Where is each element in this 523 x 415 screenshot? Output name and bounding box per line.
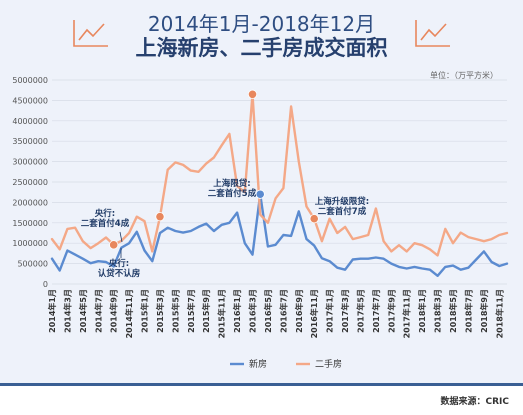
annotation-text: 二套首付7成 xyxy=(318,206,367,217)
x-tick-label: 2014年7月 xyxy=(93,289,103,333)
highlight-marker xyxy=(109,240,119,250)
x-tick-label: 2015年3月 xyxy=(155,289,165,333)
trend-icon-right xyxy=(415,20,450,47)
x-tick-label: 2015年1月 xyxy=(140,289,150,333)
x-tick-label: 2016年9月 xyxy=(294,289,304,333)
chart-title: 上海新房、二手房成交面积 xyxy=(135,36,388,60)
x-tick-label: 2016年11月 xyxy=(309,289,319,338)
x-tick-label: 2014年1月 xyxy=(47,289,57,333)
data-source: 数据来源：CRIC xyxy=(440,397,510,407)
x-tick-label: 2014年3月 xyxy=(62,289,72,333)
x-tick-label: 2015年9月 xyxy=(201,289,211,333)
y-tick-label: 3000000 xyxy=(12,158,48,167)
x-tick-label: 2017年1月 xyxy=(325,289,335,333)
y-tick-label: 2500000 xyxy=(12,178,48,187)
annotation-text: 央行: xyxy=(95,208,115,219)
annotation-text: 央行: xyxy=(109,258,129,269)
x-tick-label: 2015年11月 xyxy=(217,289,227,338)
x-tick-label: 2016年3月 xyxy=(248,289,258,333)
legend-label: 新房 xyxy=(249,358,267,370)
x-tick-label: 2017年11月 xyxy=(402,289,412,338)
x-tick-label: 2018年3月 xyxy=(433,289,443,333)
trend-icon-left xyxy=(73,20,108,47)
annotation-text: 上海限贷: xyxy=(213,178,250,189)
highlight-marker xyxy=(309,214,319,224)
y-tick-label: 4000000 xyxy=(12,117,48,126)
x-tick-label: 2016年7月 xyxy=(278,289,288,333)
x-tick-label: 2018年9月 xyxy=(479,289,489,333)
x-tick-label: 2016年1月 xyxy=(232,289,242,333)
highlight-marker xyxy=(155,212,165,222)
x-tick-label: 2018年1月 xyxy=(417,289,427,333)
x-tick-label: 2018年5月 xyxy=(448,289,458,333)
y-tick-label: 5000000 xyxy=(12,76,48,85)
x-tick-label: 2014年11月 xyxy=(124,289,134,338)
annotation-text: 上海升级限贷: xyxy=(315,196,369,207)
series-line-second xyxy=(50,93,509,257)
x-tick-label: 2015年5月 xyxy=(170,289,180,333)
legend-label: 二手房 xyxy=(315,358,342,370)
y-tick-label: 1500000 xyxy=(12,219,48,228)
y-tick-label: 0 xyxy=(43,280,48,289)
chart-title-period: 2014年1月-2018年12月 xyxy=(147,12,376,36)
x-tick-label: 2016年5月 xyxy=(263,289,273,333)
y-tick-label: 4500000 xyxy=(12,96,48,105)
y-tick-label: 1000000 xyxy=(12,239,48,248)
x-tick-label: 2017年9月 xyxy=(386,289,396,333)
highlight-marker xyxy=(255,189,265,199)
annotation-text: 二套首付4成 xyxy=(81,218,130,229)
x-tick-label: 2014年9月 xyxy=(109,289,119,333)
highlight-marker xyxy=(247,89,258,99)
annotation-leader xyxy=(119,231,123,243)
x-tick-label: 2017年3月 xyxy=(340,289,350,333)
y-tick-label: 500000 xyxy=(17,260,48,269)
unit-label: 单位：（万平方米） xyxy=(430,71,498,80)
annotation-text: 二套首付5成 xyxy=(208,188,257,199)
x-tick-label: 2017年5月 xyxy=(355,289,365,333)
series-line-new xyxy=(50,192,509,277)
annotation-text: 认贷不认房 xyxy=(98,268,141,279)
x-tick-label: 2018年11月 xyxy=(494,289,504,338)
x-tick-label: 2017年7月 xyxy=(371,289,381,333)
y-tick-label: 2000000 xyxy=(12,198,48,207)
x-tick-label: 2018年7月 xyxy=(463,289,473,333)
x-tick-label: 2014年5月 xyxy=(78,289,88,333)
y-tick-label: 3500000 xyxy=(12,137,48,146)
x-tick-label: 2015年7月 xyxy=(186,289,196,333)
